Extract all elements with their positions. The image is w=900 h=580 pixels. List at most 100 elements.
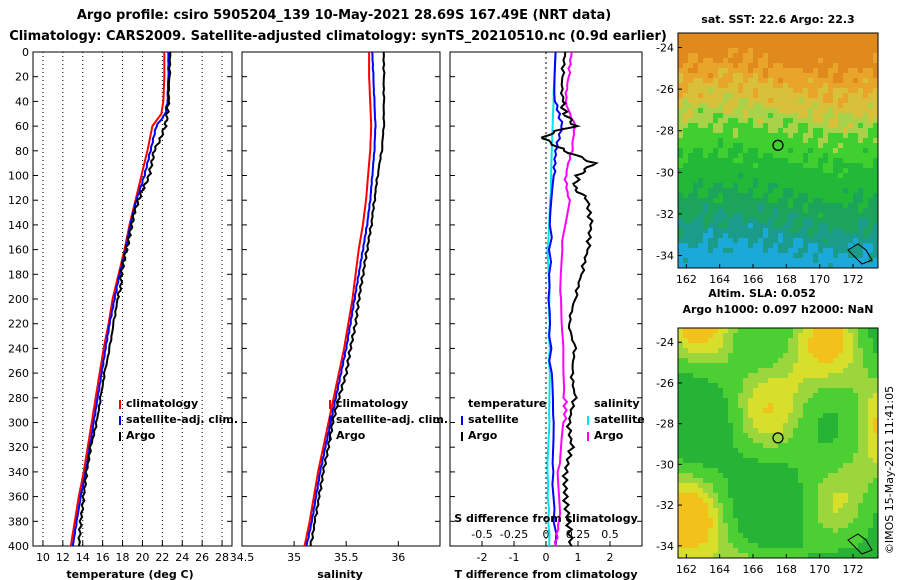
- map-cell: [858, 448, 863, 453]
- map-cell: [763, 528, 768, 533]
- map-cell: [798, 468, 803, 473]
- map-cell: [708, 193, 713, 198]
- map-x-tick-label: 162: [676, 273, 697, 286]
- map-cell: [823, 93, 828, 98]
- map-cell: [718, 93, 723, 98]
- map-cell: [873, 128, 878, 133]
- map-cell: [698, 378, 703, 383]
- map-cell: [833, 368, 838, 373]
- map-cell: [858, 543, 863, 548]
- map-cell: [873, 328, 878, 333]
- map-cell: [758, 328, 763, 333]
- map-cell: [853, 138, 858, 143]
- map-cell: [703, 243, 708, 248]
- map-cell: [708, 113, 713, 118]
- plot-frame: [241, 51, 441, 547]
- map-cell: [693, 208, 698, 213]
- map-cell: [803, 533, 808, 538]
- map-cell: [748, 163, 753, 168]
- map-cell: [788, 128, 793, 133]
- map-cell: [778, 478, 783, 483]
- map-cell: [788, 353, 793, 358]
- map-cell: [823, 408, 828, 413]
- map-cell: [783, 183, 788, 188]
- map-cell: [818, 83, 823, 88]
- map-cell: [768, 248, 773, 253]
- map-cell: [793, 108, 798, 113]
- map-cell: [743, 148, 748, 153]
- map-cell: [838, 368, 843, 373]
- map-cell: [763, 478, 768, 483]
- map-cell: [768, 468, 773, 473]
- map-cell: [798, 358, 803, 363]
- map-cell: [873, 473, 878, 478]
- map-cell: [803, 263, 808, 268]
- map-cell: [798, 158, 803, 163]
- map-cell: [753, 228, 758, 233]
- map-cell: [848, 538, 853, 543]
- map-cell: [813, 413, 818, 418]
- map-cell: [763, 438, 768, 443]
- map-cell: [698, 208, 703, 213]
- map-cell: [828, 358, 833, 363]
- map-cell: [718, 243, 723, 248]
- map-cell: [693, 233, 698, 238]
- map-cell: [678, 208, 683, 213]
- map-cell: [733, 78, 738, 83]
- map-cell: [798, 448, 803, 453]
- map-cell: [698, 253, 703, 258]
- map-cell: [743, 333, 748, 338]
- map-cell: [738, 88, 743, 93]
- map-cell: [713, 363, 718, 368]
- map-cell: [698, 163, 703, 168]
- map-cell: [858, 498, 863, 503]
- map-cell: [688, 168, 693, 173]
- map-cell: [698, 498, 703, 503]
- map-cell: [813, 243, 818, 248]
- map-cell: [728, 218, 733, 223]
- map-cell: [718, 518, 723, 523]
- map-cell: [728, 468, 733, 473]
- map-cell: [698, 213, 703, 218]
- map-cell: [688, 418, 693, 423]
- map-cell: [758, 163, 763, 168]
- map-cell: [788, 543, 793, 548]
- map-cell: [778, 523, 783, 528]
- map-cell: [803, 488, 808, 493]
- map-cell: [843, 383, 848, 388]
- map-cell: [863, 63, 868, 68]
- map-cell: [698, 33, 703, 38]
- map-cell: [818, 378, 823, 383]
- map-y-tick-label: -32: [656, 499, 674, 512]
- map-cell: [823, 173, 828, 178]
- map-cell: [863, 88, 868, 93]
- map-cell: [713, 413, 718, 418]
- map-cell: [833, 173, 838, 178]
- map-cell: [693, 473, 698, 478]
- map-cell: [863, 258, 868, 263]
- map-cell: [768, 198, 773, 203]
- map-cell: [678, 168, 683, 173]
- map-cell: [808, 213, 813, 218]
- map-cell: [748, 513, 753, 518]
- map-cell: [678, 148, 683, 153]
- map-cell: [748, 328, 753, 333]
- map-cell: [758, 523, 763, 528]
- map-cell: [728, 108, 733, 113]
- map-cell: [828, 43, 833, 48]
- map-cell: [748, 453, 753, 458]
- map-cell: [793, 78, 798, 83]
- map-cell: [838, 258, 843, 263]
- map-cell: [733, 143, 738, 148]
- map-cell: [773, 543, 778, 548]
- map-cell: [723, 53, 728, 58]
- map-cell: [748, 43, 753, 48]
- map-cell: [763, 113, 768, 118]
- map-cell: [828, 98, 833, 103]
- map-cell: [833, 463, 838, 468]
- map-cell: [798, 398, 803, 403]
- map-cell: [723, 348, 728, 353]
- map-cell: [683, 168, 688, 173]
- legend-satellite-adj: satellite-adj. clim.: [336, 413, 448, 426]
- map-cell: [683, 218, 688, 223]
